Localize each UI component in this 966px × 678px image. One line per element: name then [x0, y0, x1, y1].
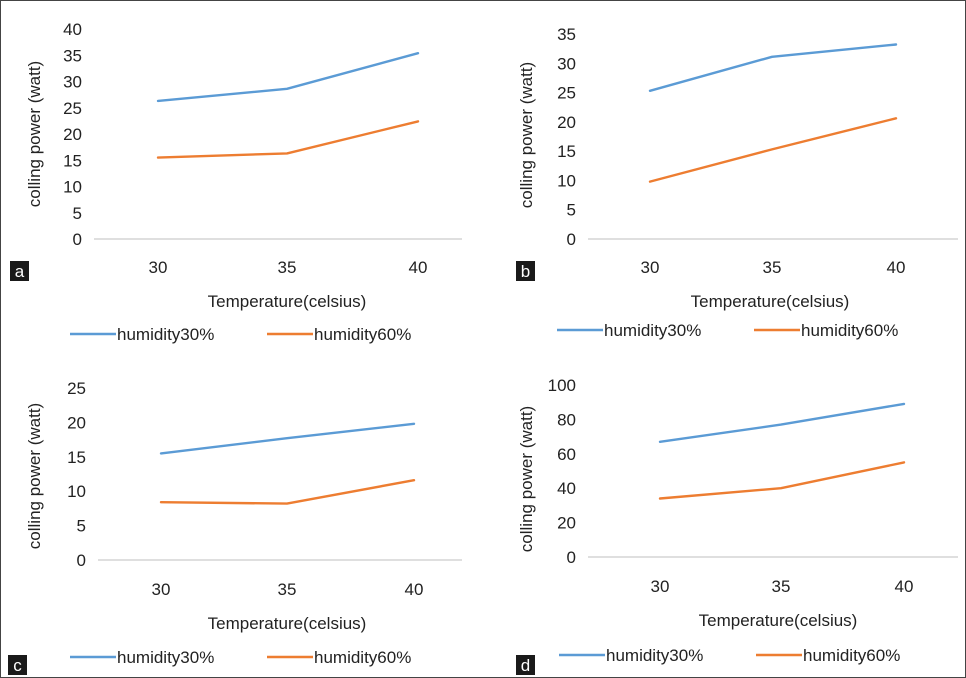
x-tick-label: 40: [887, 258, 906, 277]
legend-label: humidity60%: [314, 648, 411, 667]
chart-panel-a: colling power (watt) 0 5 10 15 20 25 30 35 40 30…: [10, 20, 462, 344]
x-tick-label: 30: [641, 258, 660, 277]
x-tick-label: 40: [409, 258, 428, 277]
series-line-humidity60: [159, 479, 416, 505]
y-tick-label: 25: [67, 379, 86, 398]
y-axis-ticks: 0 5 10 15 20 25: [67, 379, 86, 570]
panel-label: b: [521, 262, 530, 281]
y-tick-label: 30: [63, 73, 82, 92]
legend: humidity30% humidity60%: [557, 321, 898, 340]
series-line-humidity30: [648, 43, 898, 93]
y-tick-label: 35: [63, 46, 82, 65]
y-axis-ticks: 0 5 10 15 20 25 30 35: [557, 25, 576, 249]
y-tick-label: 5: [567, 201, 576, 220]
y-axis-title: colling power (watt): [517, 406, 536, 552]
y-tick-label: 10: [67, 482, 86, 501]
y-tick-label: 0: [73, 230, 82, 249]
x-axis-ticks: 30 35 40: [651, 577, 914, 596]
series-line-humidity60: [648, 117, 898, 183]
legend: humidity30% humidity60%: [70, 648, 411, 667]
x-tick-label: 35: [278, 258, 297, 277]
y-tick-label: 15: [67, 448, 86, 467]
x-tick-label: 40: [405, 580, 424, 599]
legend-label: humidity60%: [803, 646, 900, 665]
series-lines: [159, 422, 416, 505]
y-tick-label: 100: [548, 376, 576, 395]
y-tick-label: 30: [557, 54, 576, 73]
legend-label: humidity30%: [117, 648, 214, 667]
series-line-humidity60: [156, 120, 420, 159]
panel-label-box: [516, 261, 535, 281]
chart-panel-d: colling power (watt) 0 20 40 60 80 100 30 35 40…: [516, 376, 958, 675]
panel-label-box: [8, 655, 27, 675]
y-axis-ticks: 0 5 10 15 20 25 30 35 40: [63, 20, 82, 249]
y-tick-label: 10: [63, 178, 82, 197]
panel-label: c: [13, 656, 22, 675]
series-line-humidity60: [658, 461, 906, 500]
series-lines: [156, 52, 420, 159]
x-axis-title: Temperature(celsius): [208, 292, 367, 311]
y-tick-label: 40: [63, 20, 82, 39]
panel-label: a: [15, 262, 25, 281]
y-axis-title: colling power (watt): [25, 403, 44, 549]
y-axis-ticks: 0 20 40 60 80 100: [548, 376, 576, 567]
panel-label-box: [10, 261, 29, 281]
panel-label-box: [516, 655, 535, 675]
y-tick-label: 40: [557, 479, 576, 498]
legend-label: humidity30%: [606, 646, 703, 665]
y-tick-label: 35: [557, 25, 576, 44]
y-tick-label: 25: [63, 99, 82, 118]
x-tick-label: 30: [152, 580, 171, 599]
y-tick-label: 15: [557, 142, 576, 161]
y-tick-label: 20: [63, 125, 82, 144]
x-axis-title: Temperature(celsius): [699, 611, 858, 630]
x-axis-ticks: 30 35 40: [152, 580, 424, 599]
series-lines: [648, 43, 898, 183]
y-axis-title: colling power (watt): [517, 62, 536, 208]
x-axis-ticks: 30 35 40: [641, 258, 906, 277]
y-tick-label: 0: [77, 551, 86, 570]
y-tick-label: 0: [567, 230, 576, 249]
x-tick-label: 30: [149, 258, 168, 277]
y-tick-label: 0: [567, 548, 576, 567]
series-line-humidity30: [658, 402, 906, 443]
x-axis-title: Temperature(celsius): [691, 292, 850, 311]
y-tick-label: 5: [77, 517, 86, 536]
y-tick-label: 20: [557, 113, 576, 132]
y-tick-label: 20: [67, 413, 86, 432]
chart-panel-c: colling power (watt) 0 5 10 15 20 25 30 35 40 c…: [8, 379, 462, 675]
y-tick-label: 25: [557, 84, 576, 103]
x-tick-label: 35: [278, 580, 297, 599]
series-line-humidity30: [156, 52, 420, 103]
x-tick-label: 30: [651, 577, 670, 596]
x-tick-label: 35: [772, 577, 791, 596]
y-tick-label: 10: [557, 171, 576, 190]
x-axis-ticks: 30 35 40: [149, 258, 428, 277]
y-tick-label: 15: [63, 151, 82, 170]
series-line-humidity30: [159, 422, 416, 455]
panel-label: d: [521, 656, 530, 675]
x-axis-title: Temperature(celsius): [208, 614, 367, 633]
y-tick-label: 80: [557, 410, 576, 429]
legend-label: humidity30%: [604, 321, 701, 340]
series-lines: [658, 402, 906, 500]
legend-label: humidity30%: [117, 325, 214, 344]
y-axis-title: colling power (watt): [25, 61, 44, 207]
legend-label: humidity60%: [801, 321, 898, 340]
x-tick-label: 40: [895, 577, 914, 596]
y-tick-label: 5: [73, 204, 82, 223]
y-tick-label: 20: [557, 514, 576, 533]
x-tick-label: 35: [763, 258, 782, 277]
y-tick-label: 60: [557, 445, 576, 464]
legend-label: humidity60%: [314, 325, 411, 344]
legend: humidity30% humidity60%: [559, 646, 900, 665]
chart-panel-b: colling power (watt) 0 5 10 15 20 25 30 35 30 35…: [516, 25, 958, 340]
legend: humidity30% humidity60%: [70, 325, 411, 344]
